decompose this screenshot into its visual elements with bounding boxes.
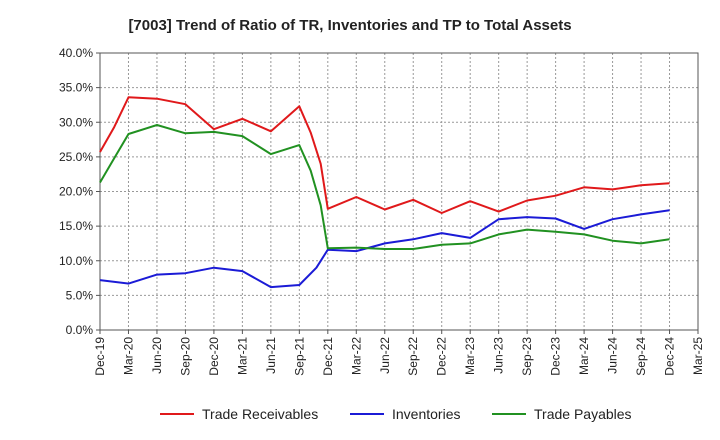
x-tick-label: Mar-20 [121, 337, 135, 375]
y-tick-label: 25.0% [59, 150, 93, 164]
x-tick-label: Mar-25 [691, 337, 705, 375]
x-tick-label: Dec-24 [663, 337, 677, 376]
y-tick-label: 15.0% [59, 219, 93, 233]
x-tick-label: Dec-23 [549, 337, 563, 376]
x-tick-label: Mar-24 [577, 337, 591, 375]
series-line-trade-payables [99, 124, 670, 250]
x-tick-label: Sep-20 [178, 337, 192, 376]
chart-title: [7003] Trend of Ratio of TR, Inventories… [128, 17, 571, 34]
y-tick-label: 5.0% [66, 288, 94, 302]
x-tick-label: Dec-20 [207, 337, 221, 376]
legend-item-inventories: Inventories [350, 406, 460, 422]
y-tick-label: 0.0% [66, 323, 94, 337]
x-tick-label: Mar-21 [235, 337, 249, 375]
x-tick-label: Dec-22 [435, 337, 449, 376]
x-tick-label: Sep-22 [406, 337, 420, 376]
series-line-trade-receivables [99, 96, 670, 214]
x-tick-label: Jun-21 [264, 337, 278, 374]
plot-area [100, 53, 698, 330]
y-tick-label: 10.0% [59, 254, 93, 268]
y-tick-label: 20.0% [59, 185, 93, 199]
y-tick-label: 30.0% [59, 115, 93, 129]
x-tick-label: Dec-21 [321, 337, 335, 376]
x-tick-label: Sep-23 [520, 337, 534, 376]
x-tick-label: Mar-22 [349, 337, 363, 375]
series-layer [99, 96, 670, 289]
x-tick-label: Jun-24 [606, 337, 620, 374]
legend-item-trade-receivables: Trade Receivables [160, 406, 318, 422]
series-line-inventories [99, 209, 670, 289]
x-tick-label: Sep-21 [292, 337, 306, 376]
x-tick-label: Jun-22 [378, 337, 392, 374]
axis-layer: 0.0% 5.0% 10.0% 15.0% 20.0% 25.0% 30.0% 35.0% 40… [59, 46, 705, 376]
legend: Trade Receivables Inventories Trade Payabl… [160, 406, 632, 422]
x-tick-label: Jun-20 [150, 337, 164, 374]
legend-label: Trade Receivables [202, 406, 318, 422]
x-tick-label: Sep-24 [634, 337, 648, 376]
grid-layer [99, 52, 699, 331]
legend-label: Trade Payables [534, 406, 632, 422]
x-tick-label: Dec-19 [93, 337, 107, 376]
x-tick-label: Mar-23 [463, 337, 477, 375]
legend-item-trade-payables: Trade Payables [492, 406, 632, 422]
legend-label: Inventories [392, 406, 460, 422]
y-tick-label: 35.0% [59, 81, 93, 95]
y-tick-label: 40.0% [59, 46, 93, 60]
x-tick-label: Jun-23 [492, 337, 506, 374]
